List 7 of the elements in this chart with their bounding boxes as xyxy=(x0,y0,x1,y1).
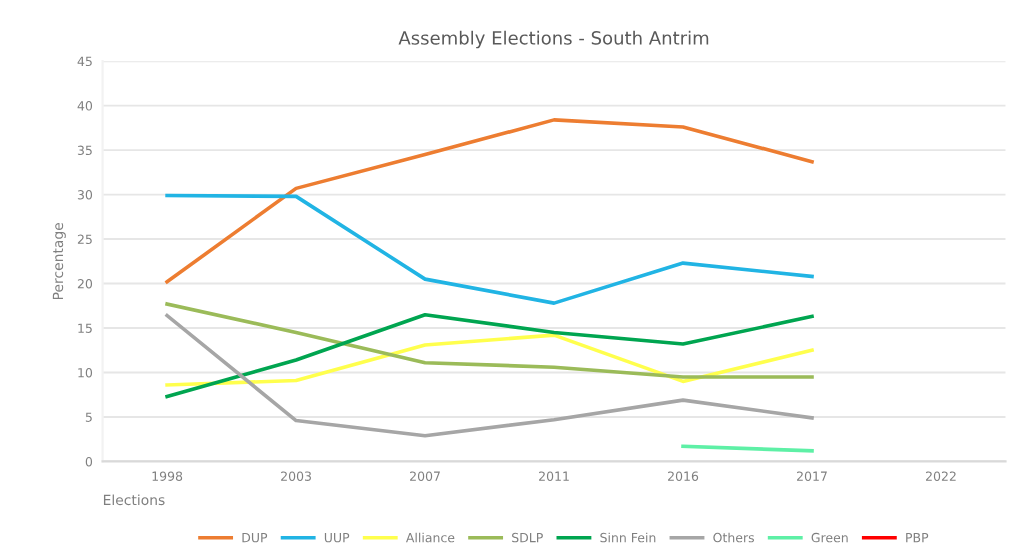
line-series xyxy=(165,333,814,387)
line-series xyxy=(165,312,814,399)
chart-title: Assembly Elections - South Antrim xyxy=(398,30,709,49)
line-series xyxy=(165,313,814,438)
line-series xyxy=(165,118,814,284)
line-series xyxy=(165,302,814,379)
line-series xyxy=(165,193,814,305)
